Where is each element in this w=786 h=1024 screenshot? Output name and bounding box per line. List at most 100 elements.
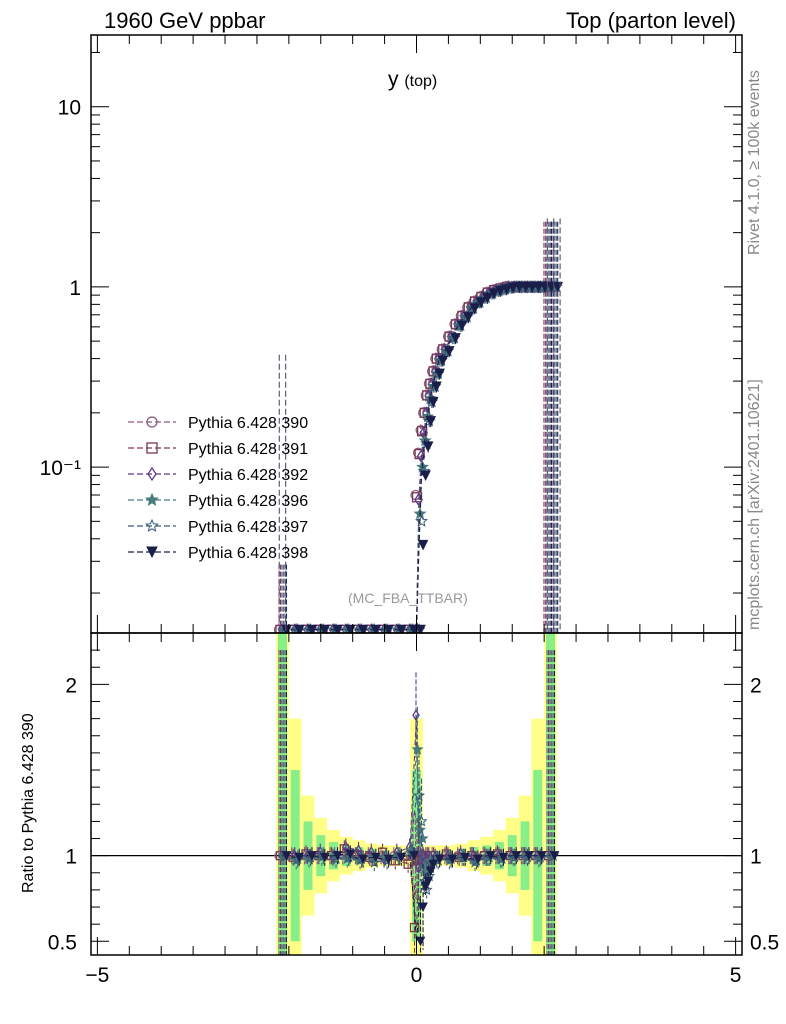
analysis-annotation: (MC_FBA_TTBAR) — [348, 590, 468, 606]
triangle-down-marker — [494, 285, 506, 297]
legend-label: Pythia 6.428 391 — [188, 441, 308, 458]
triangle-down-marker — [415, 624, 426, 633]
square-marker — [409, 922, 420, 933]
triangle-down-marker — [482, 292, 493, 304]
triangle-down-marker — [536, 851, 547, 861]
triangle-down-marker — [475, 297, 487, 309]
legend: Pythia 6.428 390 Pythia 6.428 391 Pythia 6… — [128, 415, 308, 562]
y-tick-label: 10⁻¹ — [40, 457, 81, 480]
triangle-down-marker — [520, 281, 532, 293]
triangle-down-marker — [332, 624, 343, 633]
triangle-down-marker — [485, 851, 496, 861]
triangle-down-marker — [549, 851, 560, 861]
rivet-label: Rivet 4.1.0, ≥ 100k events — [746, 70, 763, 255]
triangle-down-marker — [370, 624, 382, 633]
triangle-down-marker — [396, 624, 407, 633]
plot-title-sub: (top) — [404, 73, 438, 90]
star-marker — [415, 514, 429, 527]
triangle-down-marker — [526, 281, 538, 293]
ratio-y-tick-label: 2 — [65, 674, 77, 697]
ratio-y-tick-label-right: 1 — [750, 846, 762, 869]
triangle-down-marker — [415, 936, 426, 947]
diamond-marker — [412, 708, 420, 722]
legend-label: Pythia 6.428 397 — [188, 519, 308, 536]
triangle-down-marker — [417, 539, 429, 551]
triangle-down-marker — [533, 281, 544, 293]
star-marker — [330, 852, 343, 865]
triangle-down-marker — [431, 381, 442, 393]
plot-title: y (top) — [388, 68, 437, 92]
star-marker — [411, 743, 424, 755]
triangle-down-marker — [514, 281, 525, 293]
star-marker — [145, 492, 159, 506]
ratio-y-tick-label-right: 2 — [750, 674, 762, 697]
triangle-down-marker — [460, 852, 470, 863]
x-tick-label: −5 — [85, 964, 109, 987]
triangle-down-marker — [396, 852, 407, 863]
triangle-down-marker — [450, 333, 461, 344]
triangle-down-marker — [501, 284, 512, 295]
x-tick-label: 5 — [730, 964, 742, 987]
diamond-marker — [147, 466, 157, 482]
legend-label: Pythia 6.428 390 — [188, 415, 308, 432]
triangle-down-marker — [463, 312, 474, 323]
ratio-series-6 — [281, 650, 560, 955]
triangle-down-marker — [425, 416, 437, 427]
legend-label: Pythia 6.428 392 — [188, 467, 308, 484]
header-right: Top (parton level) — [566, 8, 736, 33]
triangle-down-marker — [281, 851, 292, 861]
triangle-down-marker — [473, 854, 483, 865]
triangle-down-marker — [357, 624, 369, 633]
x-tick-label: 0 — [411, 964, 423, 987]
triangle-down-marker — [507, 282, 519, 294]
triangle-down-marker — [371, 852, 381, 863]
diamond-marker — [354, 844, 363, 857]
header-left: 1960 GeV ppbar — [104, 8, 266, 33]
main-frame — [90, 34, 743, 634]
y-tick-label: 1 — [69, 277, 81, 300]
triangle-down-marker — [498, 852, 509, 863]
legend-label: Pythia 6.428 398 — [188, 545, 308, 562]
triangle-down-marker — [443, 346, 455, 357]
triangle-down-marker — [418, 902, 428, 913]
star-marker — [342, 851, 355, 863]
triangle-down-marker — [427, 396, 439, 408]
square-marker — [403, 859, 413, 869]
star-marker — [415, 815, 428, 827]
triangle-down-marker — [428, 859, 439, 870]
triangle-down-marker — [306, 624, 318, 633]
ratio-series-group — [274, 650, 560, 955]
plot-title-main: y — [388, 68, 399, 91]
main-series-group — [273, 218, 564, 633]
triangle-down-marker — [447, 854, 458, 865]
triangle-down-marker — [409, 851, 419, 861]
circle-marker — [146, 416, 158, 428]
ratio-y-tick-label-right: 0.5 — [750, 931, 779, 954]
legend-label: Pythia 6.428 396 — [188, 493, 308, 510]
y-tick-label: 10 — [58, 97, 81, 120]
triangle-down-marker — [383, 624, 394, 633]
triangle-down-marker — [434, 854, 445, 865]
star-marker — [368, 856, 381, 868]
triangle-down-marker — [524, 851, 534, 861]
triangle-down-marker — [511, 851, 522, 861]
triangle-down-marker — [422, 441, 434, 453]
ratio-ylabel: Ratio to Pythia 6.428 390 — [20, 713, 37, 893]
ratio-line — [282, 853, 551, 942]
triangle-down-marker — [345, 849, 356, 860]
triangle-down-marker — [383, 854, 394, 865]
triangle-down-marker — [423, 876, 433, 887]
ratio-y-tick-label: 1 — [65, 846, 77, 869]
diamond-marker — [342, 840, 350, 854]
triangle-down-marker — [293, 624, 305, 633]
star-marker — [145, 518, 159, 532]
triangle-down-marker — [469, 303, 481, 314]
triangle-down-marker — [358, 854, 368, 865]
star-marker — [412, 789, 426, 801]
triangle-down-marker — [319, 852, 330, 863]
triangle-down-marker — [420, 470, 431, 481]
triangle-down-marker — [319, 624, 331, 633]
diamond-marker — [416, 449, 426, 463]
triangle-down-marker — [146, 546, 158, 559]
